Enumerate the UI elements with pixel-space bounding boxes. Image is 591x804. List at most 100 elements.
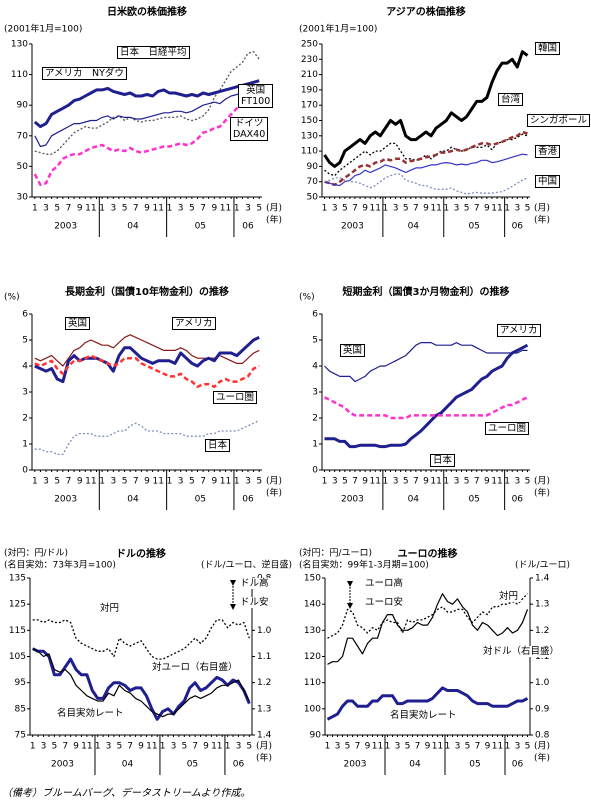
y-tick-label: 70 [17, 131, 29, 141]
x-tick-label: 7 [66, 477, 72, 487]
y2-tick-label: 1.2 [535, 626, 549, 636]
series-label: 名目実効レート [388, 710, 459, 721]
x-group-label: (年) [534, 214, 550, 226]
y-tick-label: 6 [312, 310, 318, 320]
x-tick-label: 5 [122, 477, 128, 487]
y-tick-label: 140 [304, 600, 321, 610]
x-tick-label: 5 [246, 742, 252, 752]
x-tick-label: 3 [332, 477, 338, 487]
y2-axis-label: (ドル/ユーロ、逆目盛) [201, 559, 292, 571]
y-tick-label: 50 [307, 193, 319, 203]
series-line [34, 420, 260, 456]
series-label: 対円 [98, 603, 122, 614]
x-tick-label: 9 [144, 204, 150, 214]
x-tick-label: 7 [127, 742, 133, 752]
series-label: シンガポール [527, 114, 591, 127]
y-tick-label: 4 [312, 362, 318, 372]
y-axis-label: (名目実効：73年3月=100) [4, 559, 116, 571]
y-tick-label: 50 [17, 162, 29, 172]
x-tick-label: 9 [138, 742, 144, 752]
x-tick-label: 1 [383, 204, 389, 214]
series-line [324, 133, 528, 177]
series-line [34, 90, 260, 148]
x-tick-label: 5 [116, 742, 122, 752]
y-axis-label: (名目実効：99年1-3月期=100) [299, 559, 429, 571]
year-label: 06 [512, 495, 524, 505]
x-tick-label: 1 [383, 477, 389, 487]
y2-tick-label: 0.9 [535, 704, 550, 714]
x-tick-label: 11 [430, 477, 441, 487]
x-tick-label: 5 [403, 477, 409, 487]
x-tick-label: 1 [443, 204, 449, 214]
y-axis-label: (%) [4, 293, 20, 303]
x-tick-label: 1 [225, 742, 231, 752]
x-tick-label: 5 [464, 204, 470, 214]
y-tick-label: 105 [9, 652, 26, 662]
y-tick-label: 1 [312, 440, 318, 450]
x-tick-label: 1 [443, 477, 449, 487]
y-tick-label: 2 [312, 414, 318, 424]
x-tick-label: 3 [335, 742, 341, 752]
x-tick-label: 1 [505, 742, 511, 752]
x-group-label: (年) [266, 487, 282, 499]
y2-tick-label: 0.8 [535, 731, 550, 741]
y-tick-label: 75 [15, 731, 26, 741]
x-tick-label: 3 [393, 477, 399, 487]
x-tick-label: 1 [30, 742, 36, 752]
x-tick-label: 7 [133, 204, 139, 214]
y-tick-label: 110 [301, 147, 318, 157]
y2-tick-label: 1.4 [257, 731, 272, 741]
year-label: 06 [242, 495, 254, 505]
year-label: 04 [127, 495, 139, 505]
x-tick-label: 1 [95, 742, 101, 752]
x-group-label: (年) [256, 752, 272, 764]
year-label: 2003 [51, 760, 74, 770]
x-tick-label: 11 [146, 742, 157, 752]
x-tick-label: 11 [432, 742, 443, 752]
series-line [34, 336, 260, 384]
x-tick-label: 11 [152, 204, 163, 214]
x-tick-label: 11 [220, 204, 231, 214]
series-label: 対円 [497, 591, 521, 602]
series-label: ユーロ圏 [213, 391, 258, 404]
y-tick-label: 115 [9, 626, 26, 636]
x-tick-label: 11 [370, 204, 381, 214]
year-label: 05 [468, 222, 479, 232]
series-label: ドイツ DAX40 [230, 117, 269, 141]
x-tick-label: 7 [133, 477, 139, 487]
x-tick-label: 3 [332, 204, 338, 214]
x-axis-label: (月) [256, 741, 272, 752]
series-label: 英国 FT100 [238, 84, 274, 108]
y2-tick-label: 1.0 [257, 626, 272, 636]
y-tick-label: 120 [304, 652, 321, 662]
x-tick-label: 11 [85, 204, 96, 214]
x-tick-label: 5 [54, 204, 60, 214]
x-tick-label: 9 [485, 742, 491, 752]
series-label: ユーロ圏 [485, 422, 530, 435]
x-axis-label: (月) [266, 476, 282, 487]
year-label: 2003 [344, 760, 367, 770]
x-tick-label: 9 [362, 204, 368, 214]
x-axis-label: (月) [266, 203, 282, 214]
x-tick-label: 7 [413, 477, 419, 487]
y-tick-label: 85 [15, 704, 26, 714]
x-tick-label: 9 [365, 742, 371, 752]
series-line [326, 686, 529, 721]
x-tick-label: 5 [189, 477, 195, 487]
x-tick-label: 5 [181, 742, 187, 752]
year-label: 06 [512, 222, 524, 232]
year-label: 04 [408, 495, 420, 505]
x-tick-label: 3 [454, 477, 460, 487]
year-label: 2003 [341, 495, 364, 505]
x-tick-label: 9 [423, 477, 429, 487]
x-tick-label: 7 [355, 742, 361, 752]
x-tick-label: 5 [342, 477, 348, 487]
chart-title: ユーロの推移 [398, 547, 458, 560]
x-tick-label: 1 [385, 742, 391, 752]
x-tick-label: 9 [423, 204, 429, 214]
annotation: ドル安 [238, 597, 271, 608]
x-tick-label: 9 [484, 204, 490, 214]
y2-tick-label: 1.3 [257, 704, 271, 714]
x-tick-label: 7 [200, 477, 206, 487]
